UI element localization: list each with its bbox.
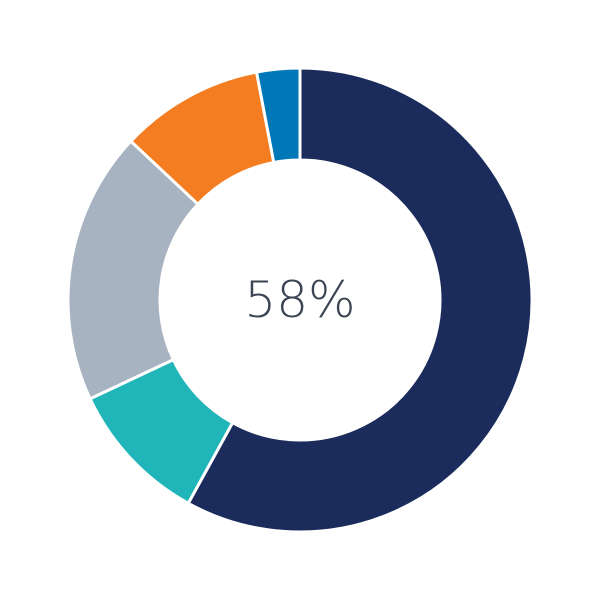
donut-slice-1 bbox=[186, 66, 534, 534]
donut-slice-3 bbox=[66, 139, 201, 401]
donut-slice-5 bbox=[254, 66, 302, 165]
